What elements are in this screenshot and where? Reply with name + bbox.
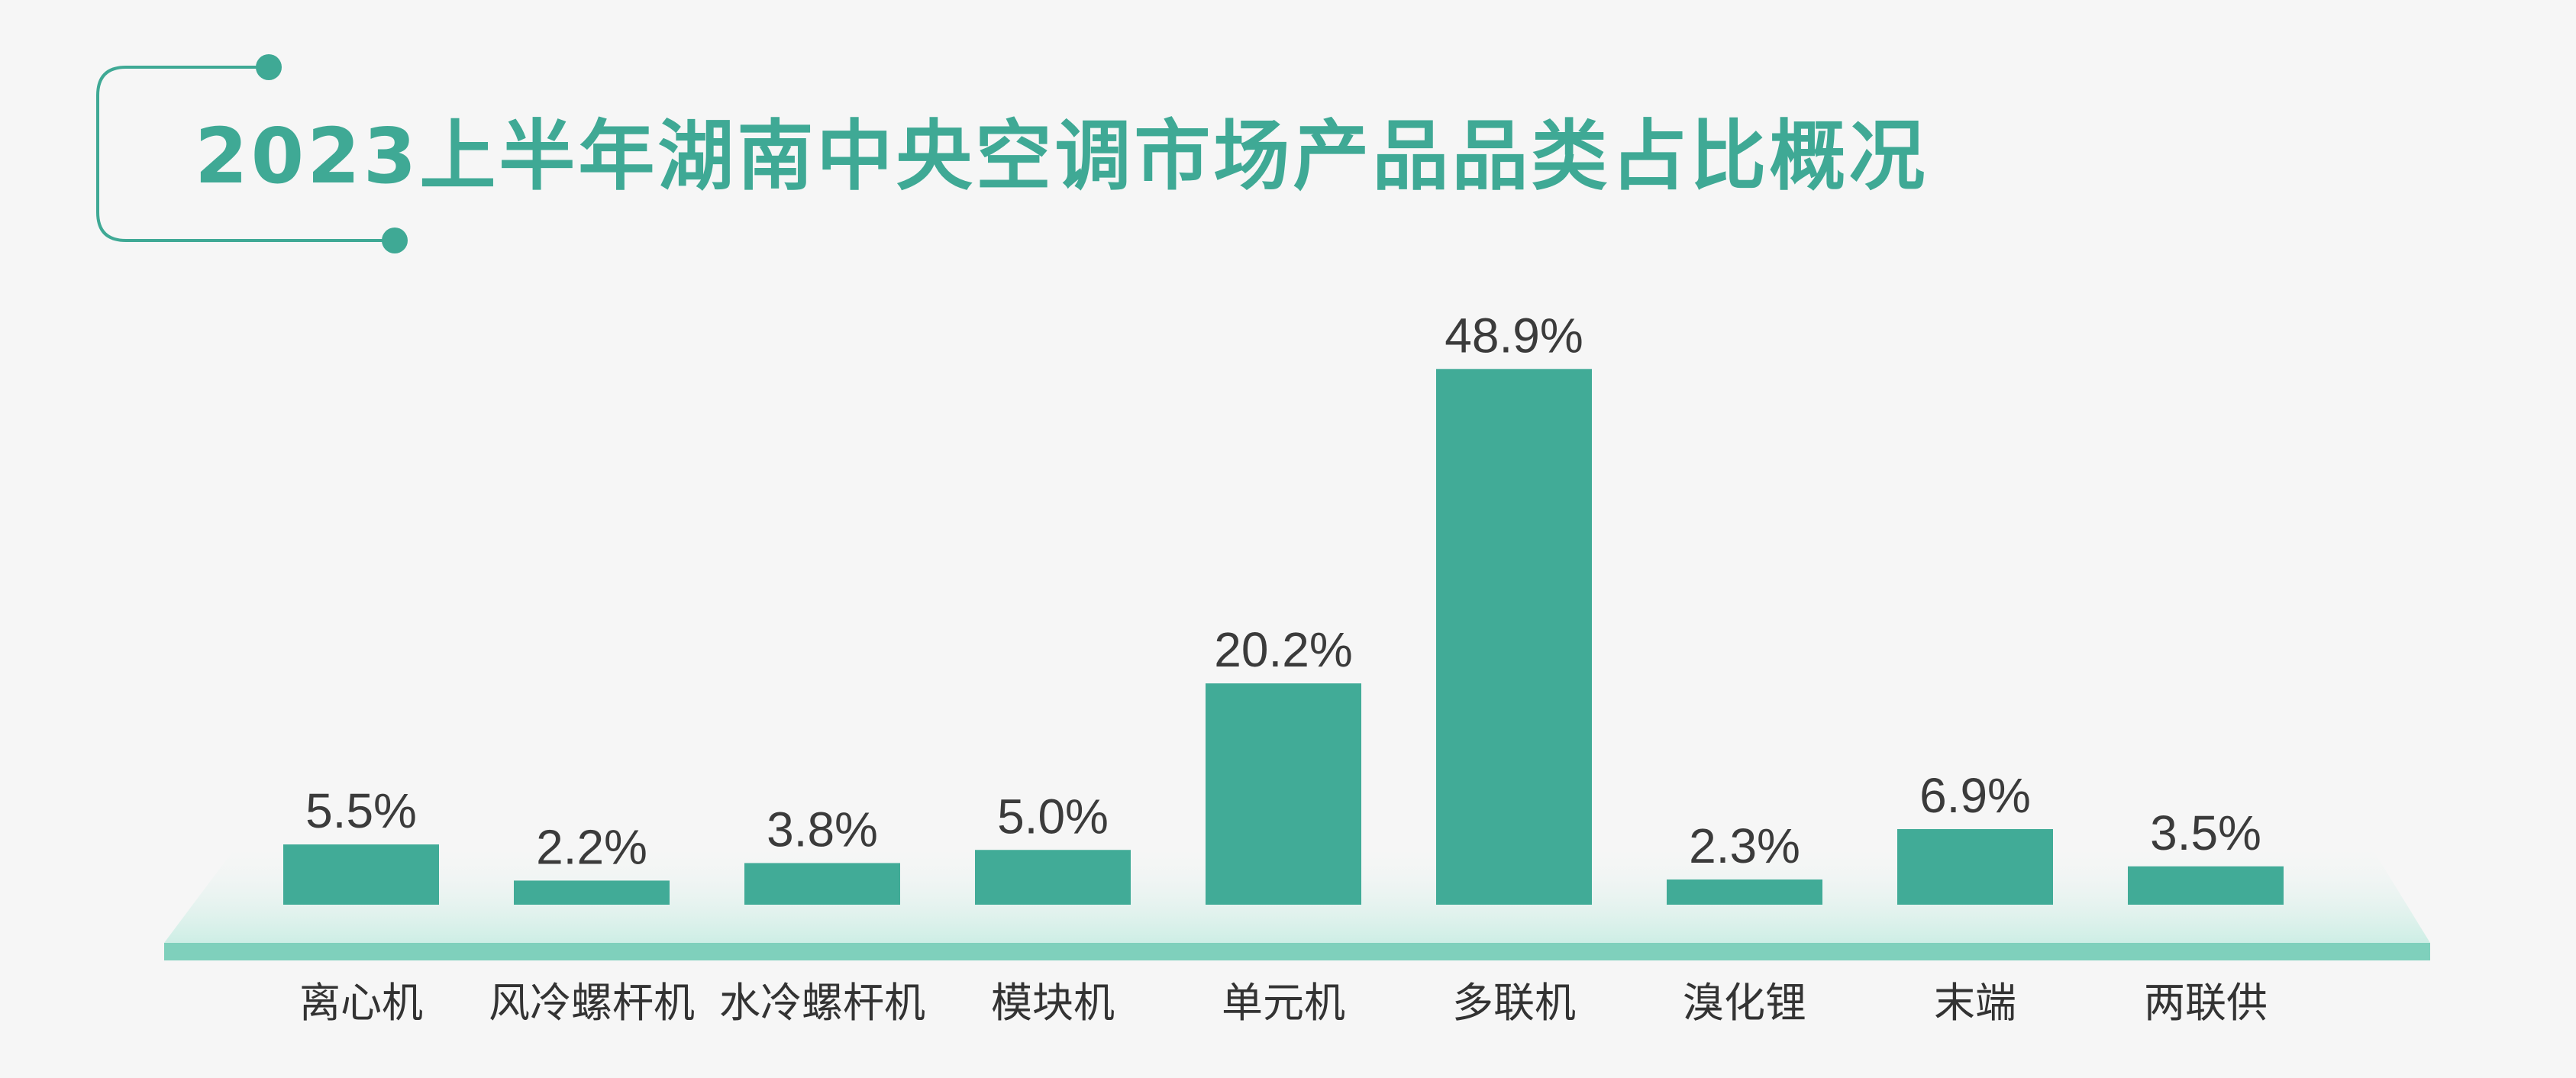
value-label-6: 48.9% <box>1445 308 1583 363</box>
value-label-8: 6.9% <box>1919 768 2031 823</box>
category-label-6: 多联机 <box>1452 979 1576 1027</box>
category-label-5: 单元机 <box>1222 979 1345 1027</box>
category-label-7: 溴化锂 <box>1683 979 1806 1027</box>
category-label-8: 末端 <box>1934 979 2016 1027</box>
value-label-5: 20.2% <box>1214 622 1352 677</box>
bar-7 <box>1667 879 1822 905</box>
bar-8 <box>1897 828 2053 905</box>
value-label-1: 5.5% <box>305 783 417 838</box>
bar-9 <box>2128 866 2284 905</box>
value-label-3: 3.8% <box>767 802 878 857</box>
value-label-2: 2.2% <box>536 819 647 874</box>
category-label-2: 风冷螺杆机 <box>489 979 695 1027</box>
value-label-7: 2.3% <box>1689 818 1800 873</box>
category-label-9: 两联供 <box>2144 979 2268 1027</box>
bar-5 <box>1206 683 1361 905</box>
chart-baseline-platform <box>164 943 2430 960</box>
bar-4 <box>975 850 1131 905</box>
value-label-4: 5.0% <box>997 789 1109 844</box>
category-label-1: 离心机 <box>299 979 423 1027</box>
category-label-4: 模块机 <box>991 979 1115 1027</box>
bar-2 <box>514 880 670 905</box>
bar-6 <box>1436 369 1592 905</box>
decoration-dot-top <box>256 54 282 80</box>
value-label-9: 3.5% <box>2150 805 2261 860</box>
decoration-dot-bottom <box>382 228 408 253</box>
bar-3 <box>744 863 900 905</box>
chart-title: 2023上半年湖南中央空调市场产品品类占比概况 <box>195 111 1929 201</box>
bar-1 <box>283 844 439 905</box>
category-label-3: 水冷螺杆机 <box>719 979 925 1027</box>
